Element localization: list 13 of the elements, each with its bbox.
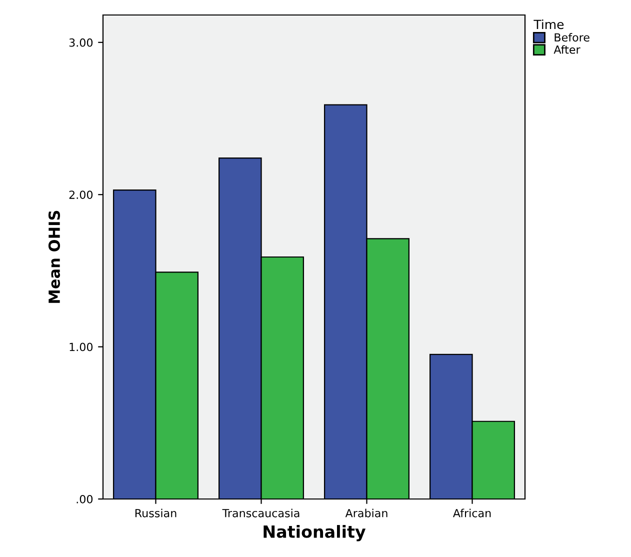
y-tick-label: 1.00: [70, 342, 93, 352]
x-tick-label: Russian: [135, 508, 176, 518]
legend-title: Time: [534, 19, 564, 30]
x-tick-label: Transcaucasia: [222, 508, 300, 518]
legend-label: Before: [554, 32, 590, 42]
y-axis-title: Mean OHIS: [48, 210, 60, 303]
y-tick-label: .00: [76, 494, 93, 504]
y-tick-label: 2.00: [69, 190, 93, 199]
x-tick-label: African: [452, 508, 491, 518]
x-axis-title: Nationality: [264, 525, 366, 542]
x-tick-label: Arabian: [345, 508, 388, 518]
legend-label: After: [554, 45, 580, 54]
y-tick-label: 3.00: [69, 38, 93, 47]
